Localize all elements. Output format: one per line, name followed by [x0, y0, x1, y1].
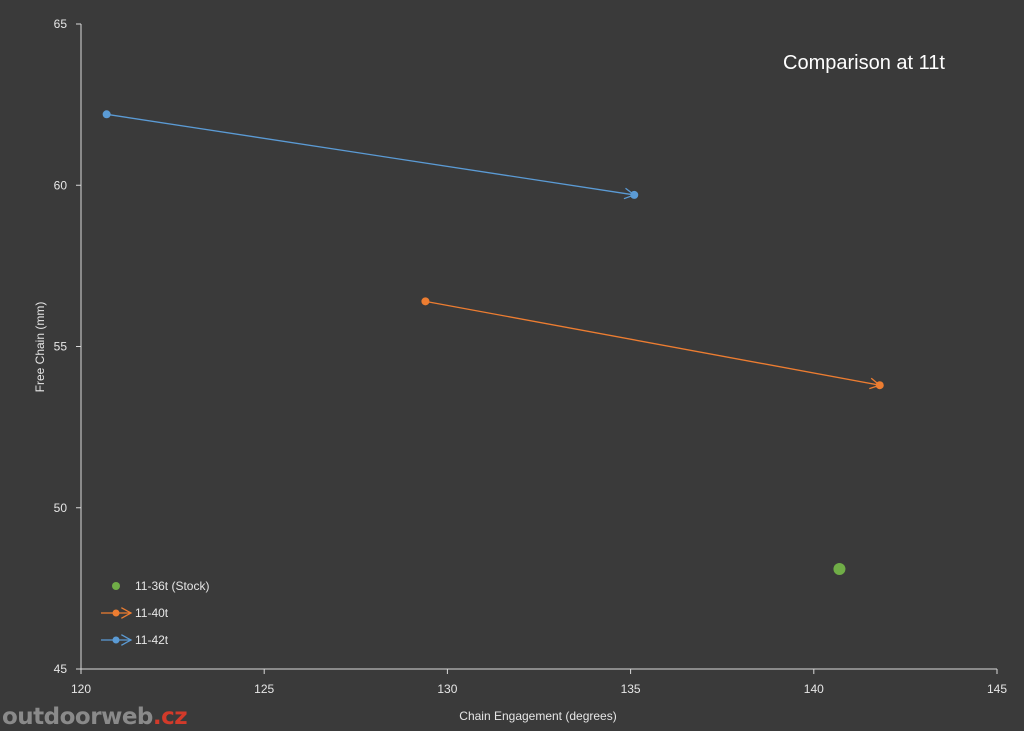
x-tick-label: 135 — [621, 682, 641, 696]
data-point-11-42t-2 — [630, 190, 639, 199]
y-axis-label: Free Chain (mm) — [33, 302, 47, 393]
watermark-suffix: .cz — [152, 704, 188, 730]
legend-marker-11-36t-stock — [112, 582, 120, 590]
y-tick-label: 50 — [54, 501, 68, 515]
series-line-11-42t — [106, 113, 635, 196]
legend-marker-11-42t — [112, 636, 120, 644]
legend-marker-11-40t — [112, 609, 120, 617]
data-point-11-36t-stock-1 — [833, 563, 846, 576]
y-tick-label: 65 — [54, 17, 68, 31]
y-tick-label: 55 — [54, 340, 68, 354]
data-point-11-40t-1 — [421, 297, 430, 306]
x-tick-label: 120 — [71, 682, 91, 696]
x-tick-label: 130 — [437, 682, 457, 696]
x-axis-label: Chain Engagement (degrees) — [459, 709, 616, 723]
chart-marks — [102, 110, 884, 576]
y-tick-label: 45 — [54, 662, 68, 676]
x-tick-label: 125 — [254, 682, 274, 696]
legend-label-11-36t-stock: 11-36t (Stock) — [135, 579, 209, 593]
x-tick-label: 145 — [987, 682, 1007, 696]
legend-arrow-11-40t — [121, 607, 133, 619]
y-tick-label: 60 — [54, 178, 68, 192]
data-point-11-40t-2 — [875, 381, 884, 390]
legend-arrow-11-42t — [121, 634, 133, 646]
legend: 11-36t (Stock) 11-40t 11-42t — [101, 579, 209, 647]
axes: 45 50 55 60 65 120 125 130 135 140 145 — [54, 17, 1008, 696]
watermark-logo: outdoorweb.cz — [2, 704, 188, 730]
chart-title: Comparison at 11t — [783, 52, 945, 74]
x-tick-label: 140 — [804, 682, 824, 696]
data-point-11-42t-1 — [102, 110, 111, 119]
legend-label-11-42t: 11-42t — [135, 633, 169, 647]
watermark-main: outdoorweb — [2, 704, 153, 730]
series-line-11-40t — [425, 300, 880, 386]
legend-label-11-40t: 11-40t — [135, 606, 169, 620]
